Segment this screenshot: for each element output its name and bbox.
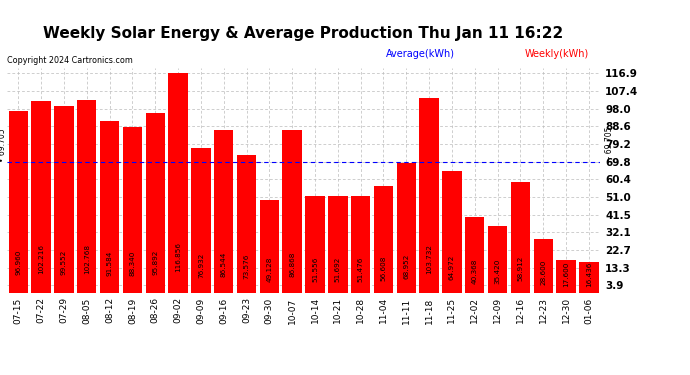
Text: 99.552: 99.552	[61, 249, 67, 275]
Bar	[32, 101, 51, 292]
Bar	[237, 154, 256, 292]
Bar	[191, 148, 210, 292]
Text: 102.768: 102.768	[83, 244, 90, 274]
Bar	[420, 98, 439, 292]
Bar	[442, 171, 462, 292]
Bar	[533, 239, 553, 292]
Bar	[465, 217, 484, 292]
Text: 103.732: 103.732	[426, 244, 432, 274]
Bar	[556, 260, 575, 292]
Bar	[123, 127, 142, 292]
Text: • 69.705: • 69.705	[0, 128, 7, 162]
Bar	[511, 182, 530, 292]
Bar	[351, 196, 371, 292]
Text: 56.608: 56.608	[380, 256, 386, 281]
Text: 91.584: 91.584	[106, 251, 112, 276]
Bar	[488, 226, 507, 292]
Text: 76.932: 76.932	[198, 253, 204, 278]
Text: 51.476: 51.476	[357, 256, 364, 282]
Text: 86.868: 86.868	[289, 251, 295, 277]
Text: 102.216: 102.216	[38, 244, 44, 274]
Text: 49.128: 49.128	[266, 257, 273, 282]
Bar	[305, 196, 325, 292]
Text: 16.436: 16.436	[586, 262, 592, 287]
Bar	[77, 100, 97, 292]
Text: Weekly(kWh): Weekly(kWh)	[524, 49, 589, 59]
Bar	[146, 113, 165, 292]
Bar	[397, 163, 416, 292]
Text: 17.600: 17.600	[563, 262, 569, 287]
Text: Average(kWh): Average(kWh)	[386, 49, 455, 59]
Text: Weekly Solar Energy & Average Production Thu Jan 11 16:22: Weekly Solar Energy & Average Production…	[43, 26, 564, 41]
Text: 58.912: 58.912	[518, 255, 524, 281]
Bar	[100, 121, 119, 292]
Text: 86.544: 86.544	[221, 251, 227, 277]
Text: ← 69.705: ← 69.705	[605, 126, 614, 162]
Text: 51.556: 51.556	[312, 256, 318, 282]
Bar	[259, 200, 279, 292]
Bar	[328, 196, 348, 292]
Text: 51.692: 51.692	[335, 256, 341, 282]
Text: 64.972: 64.972	[449, 255, 455, 280]
Bar	[8, 111, 28, 292]
Bar	[55, 106, 74, 292]
Bar	[282, 130, 302, 292]
Text: 95.892: 95.892	[152, 250, 158, 275]
Text: 96.960: 96.960	[15, 250, 21, 275]
Bar	[374, 186, 393, 292]
Text: 68.952: 68.952	[403, 254, 409, 279]
Text: 40.368: 40.368	[472, 258, 477, 284]
Bar	[579, 262, 599, 292]
Text: 88.340: 88.340	[130, 251, 135, 276]
Text: Copyright 2024 Cartronics.com: Copyright 2024 Cartronics.com	[7, 56, 132, 65]
Text: 28.600: 28.600	[540, 260, 546, 285]
Text: 73.576: 73.576	[244, 253, 250, 279]
Text: 116.856: 116.856	[175, 242, 181, 272]
Bar	[168, 74, 188, 292]
Text: 35.420: 35.420	[495, 259, 501, 284]
Bar	[214, 130, 233, 292]
